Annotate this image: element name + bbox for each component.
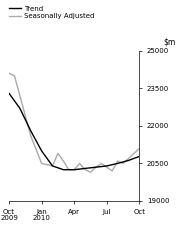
Seasonally Adjusted (100, 162, 102, 165)
Seasonally Adjusted (138, 147, 140, 150)
Trend (62, 168, 64, 171)
Seasonally Adjusted (127, 157, 130, 160)
Trend (106, 164, 108, 167)
Seasonally Adjusted (111, 170, 113, 172)
Trend (41, 149, 43, 152)
Legend: Trend, Seasonally Adjusted: Trend, Seasonally Adjusted (9, 6, 94, 19)
Seasonally Adjusted (84, 168, 86, 171)
Trend (117, 162, 119, 165)
Seasonally Adjusted (13, 74, 16, 77)
Seasonally Adjusted (30, 134, 32, 137)
Seasonally Adjusted (62, 160, 64, 162)
Seasonally Adjusted (19, 94, 21, 97)
Trend (30, 130, 32, 132)
Seasonally Adjusted (73, 168, 75, 171)
Trend (127, 159, 130, 162)
Text: $m: $m (163, 37, 176, 46)
Seasonally Adjusted (117, 160, 119, 162)
Seasonally Adjusted (57, 152, 59, 155)
Trend (95, 166, 97, 169)
Seasonally Adjusted (41, 162, 43, 165)
Trend (51, 164, 54, 167)
Seasonally Adjusted (8, 72, 10, 75)
Trend (73, 168, 75, 171)
Seasonally Adjusted (79, 162, 81, 165)
Trend (138, 155, 140, 158)
Seasonally Adjusted (106, 166, 108, 169)
Line: Seasonally Adjusted: Seasonally Adjusted (9, 73, 139, 172)
Trend (84, 167, 86, 170)
Trend (19, 107, 21, 110)
Seasonally Adjusted (68, 168, 70, 171)
Seasonally Adjusted (95, 166, 97, 169)
Seasonally Adjusted (51, 164, 54, 167)
Trend (8, 92, 10, 95)
Seasonally Adjusted (89, 171, 92, 173)
Seasonally Adjusted (122, 162, 124, 165)
Line: Trend: Trend (9, 93, 139, 170)
